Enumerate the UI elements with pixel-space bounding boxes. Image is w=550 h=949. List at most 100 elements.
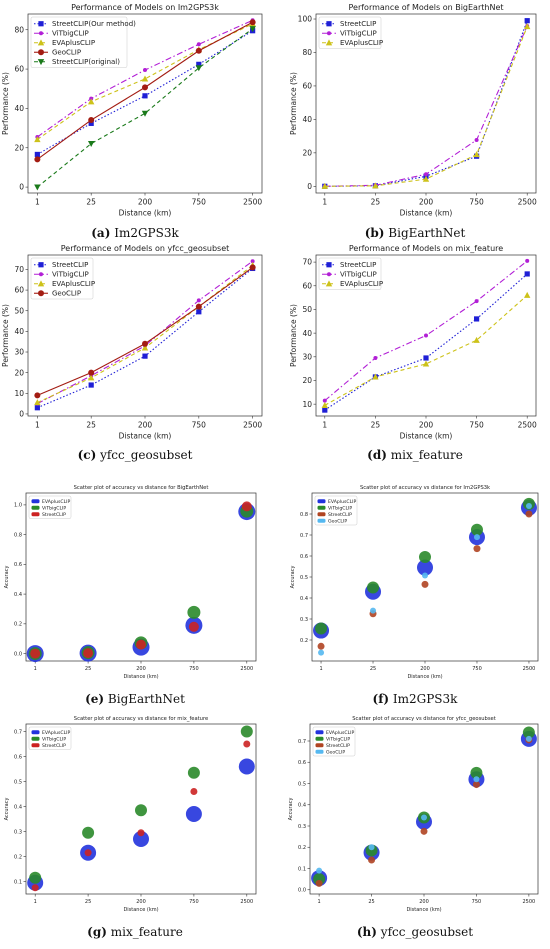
legend-label: ViTbigCLIP (328, 505, 352, 511)
legend-label: StreetCLIP (42, 512, 66, 518)
figure-caption: (e) BigEarthNet (0, 692, 270, 706)
y-tick-label: 60 (14, 286, 24, 295)
data-point (473, 336, 480, 343)
data-point (190, 788, 198, 795)
data-point (243, 740, 251, 748)
legend-swatch (31, 736, 40, 741)
chart-panel-1: Performance of Models on Im2GPS3k 0 20 40 60… (0, 0, 270, 242)
chart-svg-3: Performance of Models on yfcc_geosubset 0… (1, 244, 262, 441)
data-point (423, 355, 429, 361)
x-tick-label: 2500 (243, 421, 262, 430)
y-tick-label: 0 (19, 183, 24, 192)
caption-text: mix_feature (386, 448, 463, 462)
data-point (474, 316, 480, 322)
data-point (87, 141, 95, 148)
figure-caption: (g) mix_feature (0, 925, 270, 939)
x-tick-label: 1 (34, 666, 37, 672)
data-point (30, 648, 41, 659)
x-tick-label: 1 (35, 198, 40, 207)
y-tick-label: 0.6 (14, 562, 22, 568)
data-point (422, 175, 430, 182)
data-point (473, 151, 480, 158)
data-point (421, 580, 429, 588)
y-tick-label: 40 (14, 327, 24, 336)
data-point (321, 401, 328, 408)
y-tick-label: 0.8 (14, 532, 22, 538)
data-point (422, 572, 428, 579)
data-point (195, 47, 202, 54)
legend-swatch (31, 743, 40, 748)
caption-letter: (a) (91, 226, 111, 240)
legend-swatch (317, 505, 326, 510)
y-tick-label: 0.3 (14, 829, 22, 835)
y-tick-label: 0.4 (300, 596, 308, 602)
y-tick-label: 10 (14, 389, 24, 398)
data-point (372, 182, 379, 189)
data-point (421, 814, 427, 821)
y-tick-label: 0.7 (300, 533, 308, 539)
y-tick-label: 0 (19, 410, 24, 419)
legend-label: ViTbigCLIP (326, 736, 350, 742)
data-point (141, 344, 149, 351)
chart-title: Performance of Models on mix_feature (349, 244, 503, 253)
x-tick-label: 1 (319, 666, 322, 672)
y-tick-label: 0.2 (298, 845, 306, 851)
legend-label: StreetCLIP (42, 743, 66, 749)
legend-marker (38, 21, 44, 27)
y-axis-label: Performance (%) (1, 304, 10, 367)
legend-marker (37, 39, 45, 46)
data-point (238, 758, 255, 775)
series-streetclip (31, 740, 251, 892)
y-tick-label: 0.7 (298, 739, 306, 745)
chart-panel-7: Scatter plot of accuracy vs distance for… (0, 714, 270, 941)
chart-title: Scatter plot of accuracy vs distance for… (352, 716, 496, 722)
data-point (524, 18, 530, 24)
legend-label: StreetCLIP (326, 743, 350, 749)
x-axis-label: Distance (km) (407, 674, 442, 680)
legend-marker (38, 262, 44, 268)
series-line-streetclip (324, 273, 528, 411)
x-tick-label: 750 (469, 421, 484, 430)
series-geoclip (34, 19, 256, 163)
caption-text: mix_feature (106, 925, 183, 939)
data-point (420, 827, 428, 835)
legend-marker (37, 59, 45, 66)
y-tick-label: 70 (302, 258, 312, 267)
series-line-evaplusclip (324, 26, 528, 187)
legend-label: ViTbigCLIP (42, 736, 66, 742)
y-tick-label: 0.4 (14, 804, 22, 810)
series-streetclip (322, 271, 530, 413)
data-point (249, 19, 256, 26)
legend-label: StreetCLIP(original) (52, 58, 120, 66)
data-point (315, 879, 323, 887)
data-point (34, 156, 41, 163)
y-tick-label: 20 (14, 368, 24, 377)
data-point (365, 844, 378, 857)
data-point (34, 399, 41, 406)
caption-letter: (h) (356, 925, 377, 939)
y-tick-label: 1.0 (14, 503, 22, 509)
data-point (142, 340, 148, 347)
caption-text: BigEarthNet (384, 226, 466, 240)
y-tick-label: 70 (14, 265, 24, 274)
data-point (142, 93, 148, 99)
series-geoclip (318, 503, 532, 656)
y-tick-label: 0.2 (14, 854, 22, 860)
y-tick-label: 0.5 (298, 781, 306, 787)
data-point (470, 523, 483, 536)
legend-swatch (31, 512, 40, 517)
figure-caption: (a) Im2GPS3k (0, 226, 270, 240)
y-tick-label: 0.8 (300, 512, 308, 518)
legend-marker (326, 262, 332, 268)
chart-title: Performance of Models on Im2GPS3k (71, 3, 219, 12)
data-point (133, 831, 149, 847)
data-point (196, 61, 202, 67)
chart-panel-6: Scatter plot of accuracy vs distance for… (280, 481, 550, 708)
legend-label: EVAplusCLIP (52, 39, 95, 47)
data-point (136, 639, 146, 650)
legend-label: StreetCLIP (328, 512, 352, 518)
chart-panel-2: Performance of Models on BigEarthNet 0 20 4… (280, 0, 550, 242)
x-tick-label: 200 (136, 666, 146, 672)
x-tick-label: 1 (35, 421, 40, 430)
